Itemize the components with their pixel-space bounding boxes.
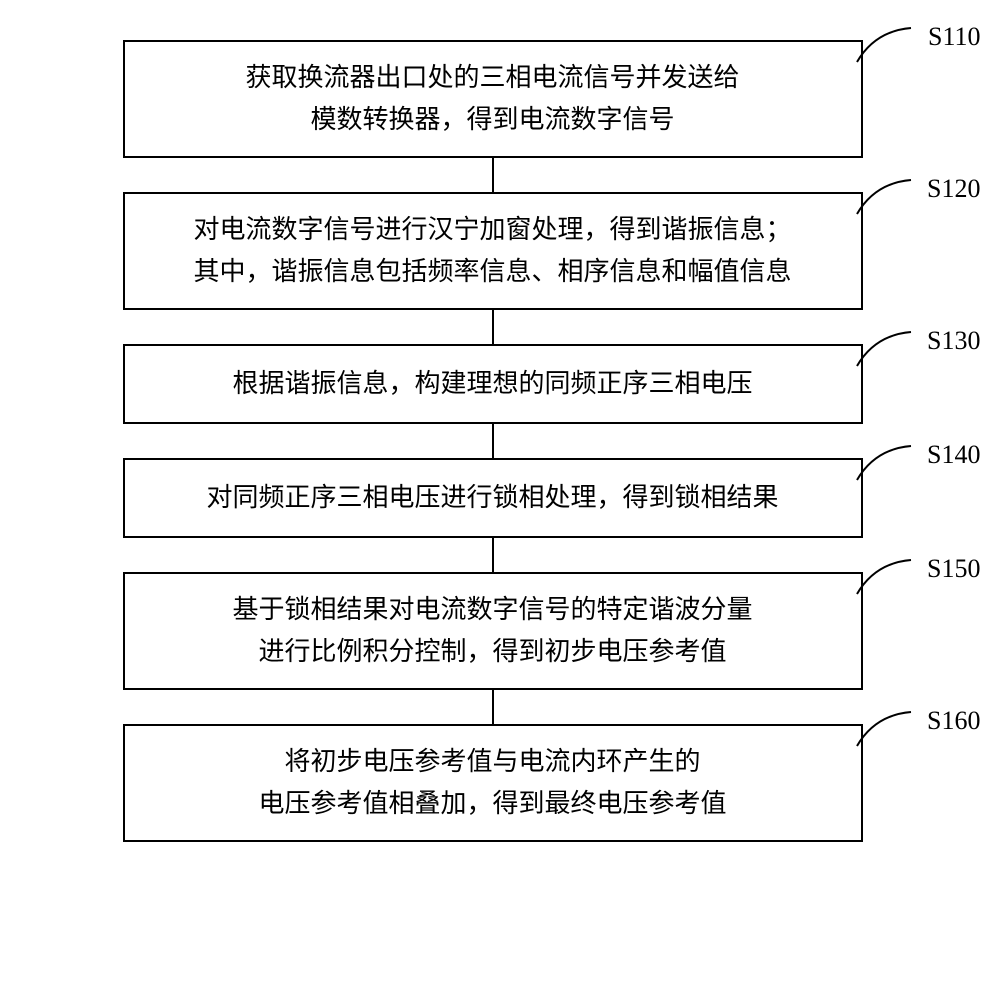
node-label-s130: S130 — [927, 320, 980, 362]
node-text-line: 电压参考值相叠加，得到最终电压参考值 — [258, 783, 726, 825]
label-curve-icon — [855, 178, 913, 216]
flowchart-container: 获取换流器出口处的三相电流信号并发送给模数转换器，得到电流数字信号S110 对电流… — [0, 40, 985, 842]
flowchart-node-s150: 基于锁相结果对电流数字信号的特定谐波分量进行比例积分控制，得到初步电压参考值S1… — [123, 572, 863, 690]
flowchart-node-s110: 获取换流器出口处的三相电流信号并发送给模数转换器，得到电流数字信号S110 — [123, 40, 863, 158]
flowchart-node-s130: 根据谐振信息，构建理想的同频正序三相电压S130 — [123, 344, 863, 424]
flowchart-connector — [492, 690, 494, 724]
node-text-line: 其中，谐振信息包括频率信息、相序信息和幅值信息 — [193, 251, 791, 293]
flowchart-node-s140: 对同频正序三相电压进行锁相处理，得到锁相结果S140 — [123, 458, 863, 538]
node-label-s160: S160 — [927, 700, 980, 742]
flowchart-connector — [492, 538, 494, 572]
flowchart-node-s160: 将初步电压参考值与电流内环产生的电压参考值相叠加，得到最终电压参考值S160 — [123, 724, 863, 842]
node-label-s110: S110 — [928, 16, 981, 58]
label-curve-icon — [855, 558, 913, 596]
node-text-line: 将初步电压参考值与电流内环产生的 — [284, 741, 700, 783]
node-text-line: 对电流数字信号进行汉宁加窗处理，得到谐振信息； — [193, 209, 791, 251]
node-label-s140: S140 — [927, 434, 980, 476]
node-text-line: 根据谐振信息，构建理想的同频正序三相电压 — [232, 363, 752, 405]
flowchart-connector — [492, 310, 494, 344]
node-text-line: 获取换流器出口处的三相电流信号并发送给 — [245, 57, 739, 99]
label-curve-icon — [855, 710, 913, 748]
node-label-s120: S120 — [927, 168, 980, 210]
flowchart-node-s120: 对电流数字信号进行汉宁加窗处理，得到谐振信息；其中，谐振信息包括频率信息、相序信… — [123, 192, 863, 310]
label-curve-icon — [855, 26, 913, 64]
node-text-line: 模数转换器，得到电流数字信号 — [310, 99, 674, 141]
node-text-line: 对同频正序三相电压进行锁相处理，得到锁相结果 — [206, 477, 778, 519]
node-label-s150: S150 — [927, 548, 980, 590]
node-text-line: 进行比例积分控制，得到初步电压参考值 — [258, 631, 726, 673]
flowchart-connector — [492, 158, 494, 192]
label-curve-icon — [855, 444, 913, 482]
label-curve-icon — [855, 330, 913, 368]
flowchart-connector — [492, 424, 494, 458]
node-text-line: 基于锁相结果对电流数字信号的特定谐波分量 — [232, 589, 752, 631]
